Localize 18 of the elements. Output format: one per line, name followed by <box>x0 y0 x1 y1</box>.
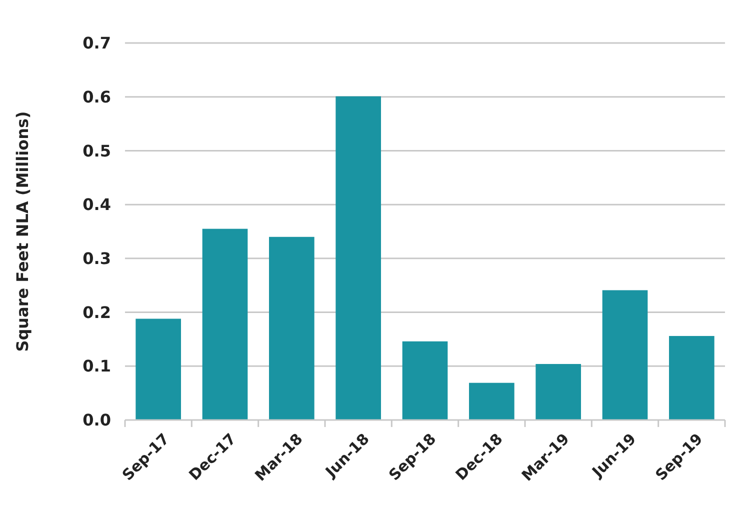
y-tick-label: 0.3 <box>82 249 111 268</box>
bar <box>402 341 448 420</box>
bar <box>469 382 514 420</box>
bar <box>536 364 581 420</box>
y-tick-label: 0.4 <box>82 195 111 214</box>
bar <box>602 290 648 420</box>
y-tick-label: 0.7 <box>82 34 111 53</box>
bar <box>669 336 714 420</box>
y-tick-label: 0.1 <box>82 356 111 376</box>
y-tick-label: 0.2 <box>82 302 111 322</box>
y-tick-label: 0.6 <box>82 87 111 106</box>
y-axis-title: Square Feet NLA (Millions) <box>13 111 32 352</box>
bar <box>202 228 248 420</box>
bar <box>269 236 314 420</box>
y-tick-label: 0.5 <box>82 141 111 160</box>
bar <box>136 318 181 420</box>
bar <box>336 96 381 420</box>
y-tick-label: 0.0 <box>82 410 111 430</box>
